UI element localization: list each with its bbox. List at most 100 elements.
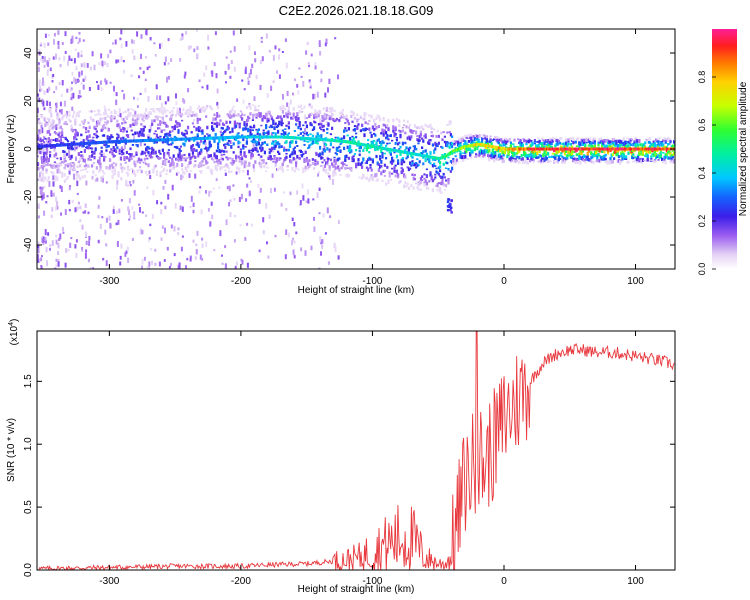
heatmap-cell: [599, 156, 602, 159]
heatmap-cell: [130, 74, 133, 78]
heatmap-cell: [247, 80, 250, 85]
heatmap-cell: [57, 30, 60, 35]
heatmap-cell: [520, 158, 523, 161]
heatmap-cell: [125, 130, 128, 133]
heatmap-cell: [80, 133, 83, 136]
heatmap-cell: [37, 178, 40, 181]
heatmap-cell: [524, 151, 527, 156]
heatmap-cell: [215, 160, 218, 163]
heatmap-cell: [556, 140, 559, 144]
heatmap-cell: [591, 145, 594, 149]
heatmap-cell: [559, 137, 562, 140]
heatmap-cell: [64, 121, 67, 125]
heatmap-cell: [640, 161, 643, 164]
heatmap-cell: [235, 154, 238, 158]
heatmap-cell: [74, 142, 77, 146]
heatmap-cell: [373, 132, 376, 135]
heatmap-cell: [620, 143, 623, 146]
heatmap-cell: [214, 166, 217, 171]
heatmap-cell: [311, 158, 314, 161]
heatmap-cell: [94, 141, 97, 145]
heatmap-cell: [124, 161, 127, 164]
heatmap-cell: [121, 117, 124, 120]
heatmap-cell: [653, 160, 656, 163]
heatmap-cell: [60, 93, 63, 98]
heatmap-cell: [163, 152, 166, 156]
heatmap-cell: [323, 149, 326, 153]
heatmap-cell: [407, 135, 410, 138]
heatmap-cell: [433, 128, 436, 131]
heatmap-cell: [580, 149, 583, 153]
heatmap-cell: [233, 120, 236, 125]
heatmap-cell: [424, 136, 427, 139]
heatmap-cell: [282, 94, 284, 100]
heatmap-cell: [538, 139, 541, 144]
heatmap-cell: [627, 140, 630, 144]
heatmap-cell: [575, 153, 578, 157]
heatmap-cell: [322, 167, 325, 172]
heatmap-cell: [296, 118, 299, 122]
heatmap-cell: [381, 179, 384, 182]
heatmap-cell: [635, 157, 638, 161]
heatmap-cell: [425, 168, 428, 171]
heatmap-cell: [440, 181, 443, 186]
heatmap-cell: [591, 156, 594, 159]
heatmap-cell: [320, 70, 323, 74]
heatmap-cell: [244, 68, 247, 74]
heatmap-cell: [52, 192, 55, 197]
heatmap-cell: [223, 153, 226, 156]
heatmap-cell: [473, 155, 476, 158]
heatmap-cell: [561, 156, 564, 158]
heatmap-cell: [494, 154, 497, 157]
heatmap-cell: [123, 127, 126, 131]
heatmap-cell: [207, 46, 210, 50]
heatmap-cell: [647, 142, 650, 144]
heatmap-cell: [40, 257, 43, 262]
heatmap-cell: [94, 147, 97, 152]
heatmap-cell: [250, 140, 253, 143]
heatmap-cell: [417, 164, 420, 167]
heatmap-cell: [333, 164, 336, 168]
heatmap-cell: [368, 156, 371, 161]
heatmap-cell: [86, 147, 89, 150]
heatmap-cell: [572, 159, 575, 162]
heatmap-cell: [176, 111, 179, 115]
heatmap-cell: [622, 141, 625, 146]
heatmap-cell: [471, 139, 474, 144]
heatmap-cell: [303, 132, 306, 135]
heatmap-cell: [266, 135, 269, 139]
heatmap-cell: [67, 140, 70, 143]
heatmap-cell: [339, 143, 342, 145]
heatmap-cell: [44, 144, 47, 148]
heatmap-cell: [346, 119, 349, 122]
heatmap-cell: [285, 229, 288, 235]
heatmap-cell: [230, 162, 233, 165]
heatmap-cell: [196, 120, 199, 125]
heatmap-cell: [305, 124, 308, 129]
heatmap-cell: [595, 160, 598, 163]
heatmap-cell: [205, 107, 208, 110]
heatmap-cell: [43, 141, 46, 143]
heatmap-cell: [571, 151, 574, 156]
heatmap-cell: [227, 139, 230, 142]
heatmap-cell: [533, 147, 536, 151]
heatmap-cell: [238, 167, 241, 174]
heatmap-cell: [481, 151, 484, 155]
heatmap-cell: [53, 161, 56, 164]
heatmap-cell: [499, 139, 502, 141]
heatmap-cell: [663, 147, 666, 151]
heatmap-cell: [131, 133, 134, 136]
heatmap-cell: [130, 153, 133, 157]
heatmap-cell: [242, 138, 245, 141]
heatmap-cell: [71, 71, 74, 76]
heatmap-cell: [146, 186, 149, 189]
heatmap-cell: [656, 155, 659, 158]
heatmap-cell: [326, 161, 329, 165]
heatmap-cell: [548, 145, 551, 149]
heatmap-cell: [383, 175, 386, 177]
heatmap-cell: [325, 138, 328, 142]
heatmap-cell: [43, 177, 46, 180]
heatmap-cell: [62, 143, 65, 147]
heatmap-cell: [531, 154, 534, 159]
heatmap-cell: [255, 135, 258, 139]
